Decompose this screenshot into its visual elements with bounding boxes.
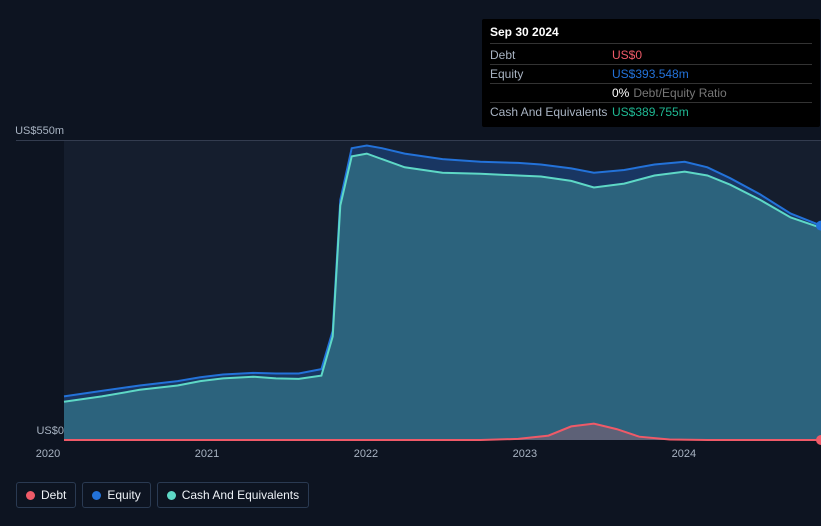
legend-dot-icon [92,491,101,500]
tooltip-row-label [490,86,612,100]
legend-item-cash[interactable]: Cash And Equivalents [157,482,309,508]
legend-label: Equity [107,488,140,502]
y-tick-label: US$550m [15,125,64,137]
financial-area-chart: US$0US$550m Sep 30 2024 DebtUS$0EquityUS… [16,0,805,470]
tooltip-row-value: US$0 [612,48,642,62]
top-gridline [16,140,821,141]
tooltip-row-label: Cash And Equivalents [490,105,612,119]
tooltip-row: EquityUS$393.548m [490,65,812,84]
x-tick-label: 2022 [354,448,378,460]
tooltip-row: Cash And EquivalentsUS$389.755m [490,103,812,121]
tooltip-row-value: 0% [612,86,629,100]
legend-dot-icon [26,491,35,500]
legend-label: Debt [41,488,66,502]
legend-label: Cash And Equivalents [182,488,299,502]
x-tick-label: 2021 [195,448,219,460]
tooltip-row-value: US$393.548m [612,67,689,81]
tooltip-date: Sep 30 2024 [490,25,812,44]
tooltip-row: 0% Debt/Equity Ratio [490,84,812,103]
legend-dot-icon [167,491,176,500]
x-tick-label: 2020 [36,448,60,460]
tooltip-row-value: US$389.755m [612,105,689,119]
tooltip-row: DebtUS$0 [490,46,812,65]
x-tick-label: 2023 [513,448,537,460]
tooltip-row-extra: Debt/Equity Ratio [633,86,726,100]
chart-legend: Debt Equity Cash And Equivalents [16,482,309,508]
tooltip-row-label: Debt [490,48,612,62]
legend-item-equity[interactable]: Equity [82,482,150,508]
legend-item-debt[interactable]: Debt [16,482,76,508]
tooltip-row-label: Equity [490,67,612,81]
area-cash [64,154,821,440]
chart-tooltip: Sep 30 2024 DebtUS$0EquityUS$393.548m0%D… [482,19,820,127]
y-tick-label: US$0 [36,425,64,437]
x-axis-labels: 2020 2021 2022 2023 2024 [16,448,805,468]
x-tick-label: 2024 [672,448,696,460]
